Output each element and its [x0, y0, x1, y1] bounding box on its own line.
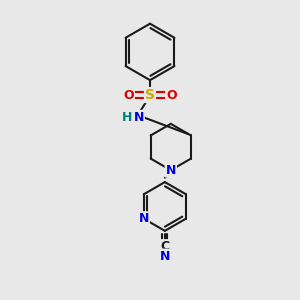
Text: C: C — [160, 240, 170, 253]
Text: N: N — [166, 164, 176, 177]
Text: O: O — [123, 88, 134, 101]
Text: N: N — [134, 111, 144, 124]
Text: O: O — [166, 88, 177, 101]
Text: N: N — [160, 250, 170, 262]
Text: H: H — [122, 111, 132, 124]
Text: N: N — [139, 212, 149, 225]
Text: S: S — [145, 88, 155, 102]
